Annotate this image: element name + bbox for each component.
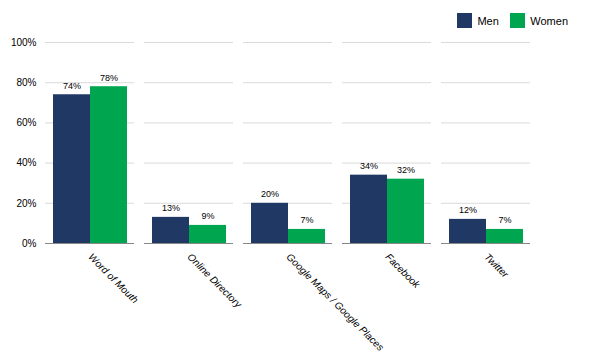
svg-text:Online Directory: Online Directory [185,251,244,310]
svg-text:0%: 0% [22,238,37,249]
svg-text:60%: 60% [16,117,36,128]
svg-text:13%: 13% [162,203,180,213]
svg-text:9%: 9% [201,211,214,221]
svg-text:Facebook: Facebook [383,251,423,291]
svg-text:100%: 100% [11,37,37,48]
svg-text:7%: 7% [498,215,511,225]
svg-text:7%: 7% [300,215,313,225]
svg-text:32%: 32% [397,165,415,175]
svg-text:80%: 80% [16,77,36,88]
svg-text:Twitter: Twitter [482,251,511,280]
svg-text:74%: 74% [63,81,81,91]
svg-text:78%: 78% [100,73,118,83]
svg-text:34%: 34% [360,161,378,171]
svg-text:20%: 20% [16,198,36,209]
svg-text:12%: 12% [459,205,477,215]
html-text:Women: Women [530,14,568,27]
html-text:Men: Men [477,14,499,27]
svg-text:Word of Mouth: Word of Mouth [86,251,140,305]
svg-text:40%: 40% [16,157,36,168]
svg-text:Google Maps / Google Places: Google Maps / Google Places [284,251,386,353]
svg-text:20%: 20% [261,189,279,199]
